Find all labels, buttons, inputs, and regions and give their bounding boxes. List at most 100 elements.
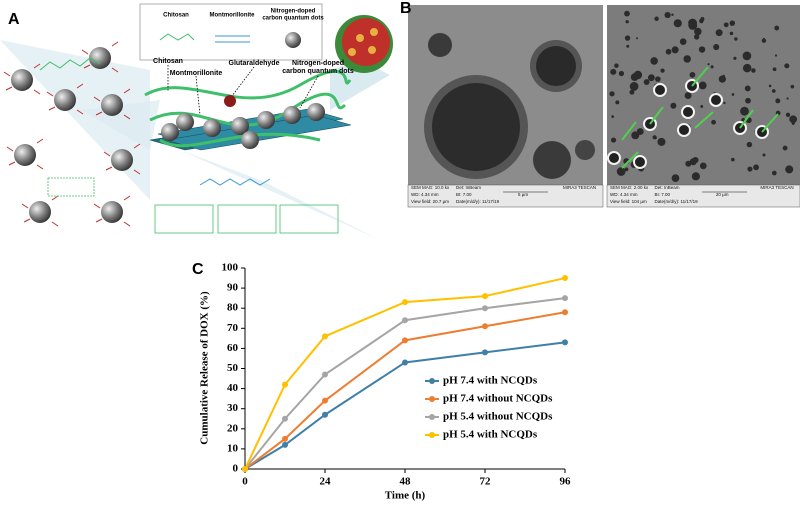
point — [482, 323, 488, 330]
y-tick-label: 30 — [227, 402, 239, 414]
point — [322, 333, 328, 340]
molecule-box — [154, 204, 214, 234]
box-strand — [215, 35, 250, 43]
sem-image — [607, 5, 800, 185]
point — [282, 441, 288, 448]
chitosan-strand — [144, 69, 352, 100]
cqd-sphere — [14, 144, 36, 166]
pointer — [195, 75, 201, 116]
pore — [691, 172, 700, 181]
pore — [772, 67, 777, 72]
diagram-label: Chitosan — [153, 58, 183, 65]
arrow — [621, 121, 637, 141]
legend-marker — [429, 378, 435, 384]
functional-group — [81, 41, 119, 73]
point — [402, 317, 408, 324]
particle-core — [342, 18, 390, 66]
panel-label: B — [400, 0, 412, 17]
pore — [616, 167, 626, 176]
particle-ring — [633, 155, 647, 169]
pore — [700, 105, 704, 108]
y-tick-label: 80 — [227, 302, 239, 314]
series-line — [244, 311, 566, 470]
legend-label: pH 7.4 with NCQDs — [443, 375, 538, 387]
diagram-label: Nitrogen-doped — [292, 60, 344, 67]
arrow — [761, 113, 779, 133]
pore — [673, 19, 682, 28]
pore — [575, 140, 595, 160]
particle-ring — [681, 105, 695, 119]
pore — [771, 170, 777, 176]
pore — [753, 164, 759, 171]
pore — [786, 97, 789, 100]
pore — [713, 43, 720, 51]
y-tick-label: 0 — [233, 463, 239, 475]
pore — [729, 31, 734, 36]
pore — [698, 81, 707, 90]
point — [482, 349, 488, 356]
x-tick-label: 72 — [480, 476, 492, 488]
pore — [688, 18, 697, 28]
particle-dot — [370, 28, 378, 36]
point — [482, 305, 488, 312]
pore — [789, 115, 798, 124]
pore — [723, 22, 729, 28]
box-sphere — [285, 32, 301, 48]
point — [402, 359, 408, 366]
point — [482, 293, 488, 300]
pore — [626, 44, 630, 48]
arrow — [739, 109, 754, 129]
pore — [718, 75, 726, 83]
pore — [428, 33, 452, 57]
x-tick-label: 0 — [242, 476, 248, 488]
point — [402, 337, 408, 344]
sem-info: Det: InBeam — [456, 185, 481, 190]
pore — [536, 46, 576, 86]
legend-label: pH 5.4 without NCQDs — [443, 411, 553, 423]
pore — [761, 38, 767, 43]
pore — [747, 166, 753, 172]
functional-group — [93, 88, 131, 120]
linker — [199, 178, 271, 186]
box-label: Nitrogen-doped — [271, 9, 316, 15]
pore — [762, 153, 766, 157]
pore — [782, 145, 788, 151]
y-tick-label: 90 — [227, 282, 239, 294]
y-tick-label: 20 — [227, 422, 239, 434]
y-tick-label: 60 — [227, 342, 239, 354]
pore — [689, 158, 697, 166]
pore — [774, 25, 780, 31]
sem-info: MIRA3 TESCAN — [760, 185, 793, 190]
pore — [723, 101, 726, 105]
cqd-sphere — [241, 131, 259, 149]
diagram-label: Montmorillonite — [170, 70, 223, 77]
pointer — [231, 66, 255, 97]
glutaraldehyde — [224, 95, 236, 107]
sem-info: 20 µm — [716, 192, 729, 197]
pore — [785, 112, 791, 117]
functional-group — [3, 63, 41, 95]
pore — [636, 37, 639, 40]
pore — [699, 18, 704, 24]
shadow — [180, 150, 380, 240]
x-tick-label: 24 — [320, 476, 332, 488]
pore — [731, 157, 735, 162]
pore — [629, 82, 639, 91]
pore — [615, 100, 620, 105]
sem-info: MIRA3 TESCAN — [563, 185, 596, 190]
pore — [652, 135, 657, 140]
series-line — [244, 341, 566, 470]
pore — [774, 54, 778, 57]
point — [562, 339, 568, 346]
pore — [624, 35, 631, 41]
panel-label: C — [192, 261, 204, 278]
pore — [733, 56, 737, 60]
pore — [685, 160, 692, 167]
pore — [722, 74, 725, 78]
pore — [655, 76, 661, 82]
decorations — [0, 3, 800, 240]
pore — [785, 165, 794, 174]
sem-info: BI: 7.00 — [456, 192, 472, 197]
pore — [657, 137, 666, 146]
